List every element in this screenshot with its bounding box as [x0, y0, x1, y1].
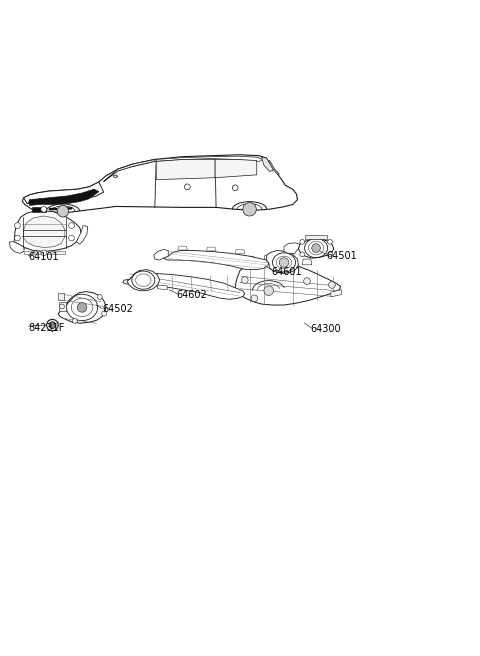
Text: 84231F: 84231F — [28, 323, 65, 333]
Polygon shape — [235, 262, 340, 305]
Circle shape — [41, 207, 47, 212]
Polygon shape — [24, 251, 65, 255]
Polygon shape — [58, 293, 64, 300]
Circle shape — [14, 222, 20, 228]
Circle shape — [279, 258, 289, 267]
Circle shape — [327, 239, 332, 244]
Polygon shape — [178, 246, 187, 250]
Text: 64101: 64101 — [28, 252, 59, 262]
Polygon shape — [59, 302, 66, 311]
Polygon shape — [58, 292, 106, 323]
Polygon shape — [245, 256, 254, 262]
Circle shape — [251, 295, 258, 302]
Polygon shape — [299, 239, 334, 258]
Polygon shape — [9, 242, 24, 253]
Polygon shape — [123, 274, 245, 299]
Circle shape — [312, 244, 321, 253]
Polygon shape — [269, 161, 279, 175]
Polygon shape — [163, 251, 269, 270]
Text: 64300: 64300 — [311, 324, 341, 334]
Circle shape — [69, 235, 74, 241]
Polygon shape — [127, 270, 159, 291]
Polygon shape — [29, 197, 89, 205]
Polygon shape — [266, 251, 299, 274]
Polygon shape — [118, 164, 135, 169]
Polygon shape — [215, 159, 257, 178]
Polygon shape — [113, 175, 118, 178]
Circle shape — [300, 252, 305, 256]
Text: 64501: 64501 — [326, 251, 357, 261]
Polygon shape — [14, 211, 81, 251]
Polygon shape — [24, 216, 65, 247]
Circle shape — [184, 184, 190, 190]
Polygon shape — [156, 159, 215, 180]
Text: 64601: 64601 — [271, 266, 302, 277]
Circle shape — [328, 281, 335, 288]
Polygon shape — [104, 159, 155, 182]
Polygon shape — [283, 256, 293, 262]
Circle shape — [264, 286, 274, 295]
Text: 64602: 64602 — [177, 291, 207, 300]
Circle shape — [77, 302, 87, 312]
Circle shape — [102, 311, 107, 316]
Circle shape — [300, 239, 305, 244]
Circle shape — [60, 304, 64, 309]
Circle shape — [243, 203, 256, 216]
Polygon shape — [264, 255, 274, 261]
Circle shape — [97, 295, 102, 299]
Circle shape — [304, 277, 311, 285]
Circle shape — [14, 235, 20, 241]
Polygon shape — [284, 243, 300, 253]
Polygon shape — [302, 259, 312, 265]
Circle shape — [327, 252, 332, 256]
Polygon shape — [48, 209, 57, 211]
Circle shape — [49, 322, 56, 329]
Circle shape — [47, 319, 58, 331]
Polygon shape — [63, 207, 72, 209]
Circle shape — [69, 222, 74, 228]
Polygon shape — [32, 207, 46, 212]
Polygon shape — [305, 235, 327, 239]
Circle shape — [241, 277, 248, 283]
Polygon shape — [22, 155, 298, 212]
Polygon shape — [331, 290, 341, 297]
Polygon shape — [154, 249, 168, 260]
Polygon shape — [206, 247, 216, 251]
Text: 64502: 64502 — [102, 304, 133, 314]
Polygon shape — [262, 157, 274, 171]
Polygon shape — [121, 156, 263, 168]
Circle shape — [57, 205, 69, 217]
Polygon shape — [28, 189, 99, 203]
Circle shape — [72, 318, 77, 323]
Polygon shape — [34, 209, 43, 211]
Polygon shape — [24, 182, 104, 203]
Circle shape — [41, 250, 47, 256]
Circle shape — [232, 185, 238, 191]
Polygon shape — [76, 226, 88, 244]
Polygon shape — [157, 285, 167, 290]
Polygon shape — [235, 249, 245, 253]
